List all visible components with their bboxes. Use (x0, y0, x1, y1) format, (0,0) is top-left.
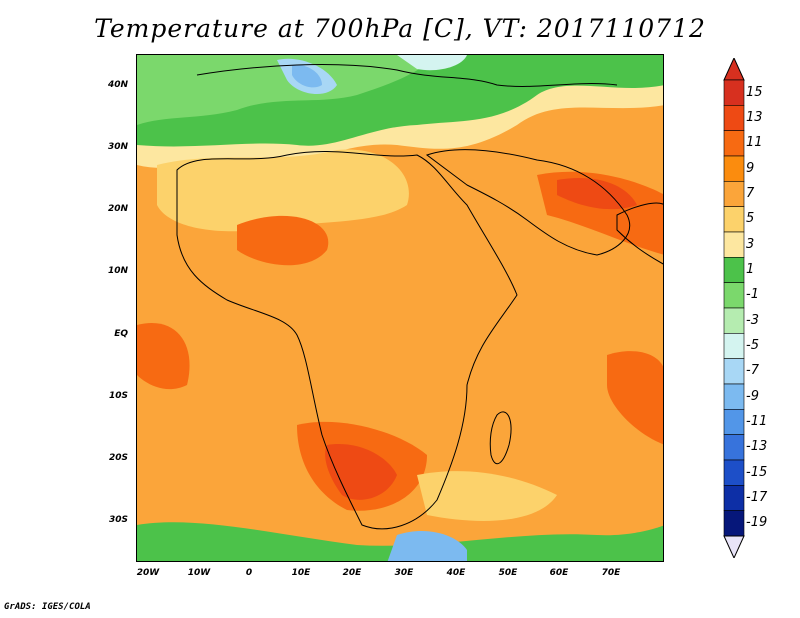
colorbar-label: -1 (746, 287, 759, 303)
lon-label-20w: 20W (136, 568, 160, 578)
lat-label-10s: 10S (108, 391, 128, 401)
lon-label-30e: 30E (394, 568, 414, 578)
lat-label-30n: 30N (107, 142, 128, 152)
colorbar-label: -7 (746, 363, 759, 379)
lat-label-20s: 20S (108, 453, 128, 463)
colorbar-swatch (723, 459, 745, 486)
lon-label-10w: 10W (187, 568, 211, 578)
colorbar-swatch (723, 358, 745, 385)
colorbar-swatch (723, 307, 745, 334)
colorbar-label: -3 (746, 312, 759, 328)
colder-pool-north (292, 64, 322, 88)
colorbar-swatch (723, 409, 745, 435)
lon-label-40e: 40E (446, 568, 466, 578)
colorbar-label: 13 (746, 110, 763, 125)
colorbar-swatch (723, 485, 745, 511)
lat-label-20n: 20N (107, 204, 128, 214)
madagascar-coastline (489, 411, 512, 465)
southern-cold-pool (387, 530, 467, 561)
colorbar-label: 5 (746, 211, 755, 227)
colorbar-label: -9 (746, 388, 759, 404)
colorbar-label: -17 (746, 490, 768, 505)
colorbar-swatch (723, 231, 745, 258)
colorbar (723, 58, 745, 558)
lon-label-20e: 20E (342, 568, 362, 578)
lon-label-0: 0 (245, 568, 253, 578)
africa-coastline (176, 150, 518, 530)
colorbar-swatch (723, 333, 745, 359)
colorbar-swatch (723, 434, 745, 461)
credit-text: GrADS: IGES/COLA (4, 602, 91, 612)
warm-atlantic (137, 323, 190, 390)
lon-label-70e: 70E (601, 568, 621, 578)
colorbar-label: 11 (746, 135, 763, 151)
lon-label-60e: 60E (549, 568, 569, 578)
colorbar-swatch (723, 383, 745, 410)
lat-label-30s: 30S (108, 515, 128, 525)
colorbar-label: -13 (746, 439, 768, 455)
colorbar-label: -15 (746, 464, 768, 480)
temperature-field (137, 55, 663, 561)
lat-label-10n: 10N (107, 266, 128, 276)
europe-coastline (196, 64, 618, 87)
temperature-map (136, 54, 664, 562)
colorbar-label: 15 (746, 84, 763, 100)
lat-label-40n: 40N (107, 80, 128, 90)
warm-indian-ocean (607, 351, 663, 445)
lat-label-eq: EQ (114, 329, 128, 339)
colorbar-swatch (723, 105, 745, 131)
colorbar-swatch (723, 181, 745, 207)
sahara-field (157, 149, 409, 232)
colorbar-top-arrow (723, 58, 745, 81)
india-coastline (616, 202, 663, 265)
colorbar-swatch (723, 282, 745, 309)
arabia-coastline (425, 149, 631, 256)
colorbar-swatch (723, 130, 745, 157)
colorbar-bottom-arrow (723, 535, 745, 558)
colorbar-label: 7 (746, 186, 755, 201)
pale-south (417, 471, 557, 521)
colorbar-label: 1 (746, 262, 755, 277)
southern-green-band (137, 522, 663, 561)
warm-sahel (237, 215, 329, 266)
colorbar-label: -5 (746, 338, 759, 353)
colorbar-label: 3 (746, 236, 755, 252)
lon-label-50e: 50E (498, 568, 518, 578)
colorbar-swatch (723, 206, 745, 233)
colorbar-swatch (723, 257, 745, 283)
lon-label-10e: 10E (291, 568, 311, 578)
colorbar-label: -11 (746, 414, 768, 429)
colorbar-label: 9 (746, 160, 755, 176)
colorbar-label: -19 (746, 515, 768, 531)
map-title: Temperature at 700hPa [C], VT: 201711071… (94, 14, 706, 43)
cool-spot-north (397, 55, 467, 71)
colorbar-swatch (723, 510, 745, 537)
colorbar-swatch (723, 155, 745, 182)
colorbar-swatch (723, 79, 745, 106)
